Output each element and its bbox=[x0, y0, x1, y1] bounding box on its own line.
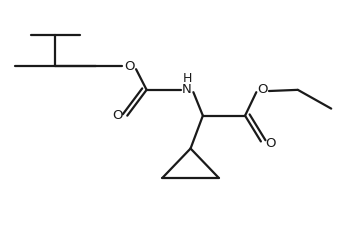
Text: O: O bbox=[257, 83, 268, 96]
Text: H: H bbox=[183, 72, 192, 85]
Text: O: O bbox=[124, 60, 134, 73]
Text: O: O bbox=[265, 137, 276, 150]
Text: N: N bbox=[182, 83, 192, 96]
Text: O: O bbox=[112, 109, 123, 122]
